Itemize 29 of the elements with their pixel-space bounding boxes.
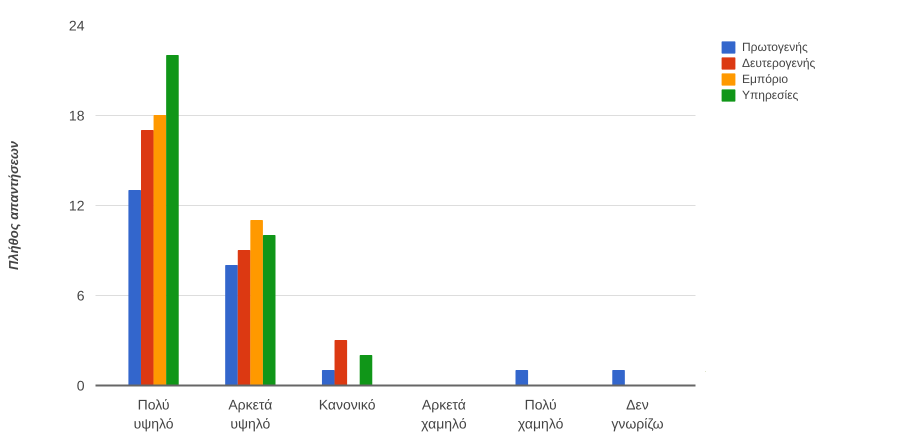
y-tick-label: 24 bbox=[68, 18, 85, 34]
x-tick-label: Δεν γνωρίζω bbox=[611, 396, 664, 432]
legend-label: Πρωτογενής bbox=[742, 40, 808, 54]
legend-label: Δευτερογενής bbox=[742, 56, 816, 70]
bar bbox=[166, 55, 179, 386]
y-tick-label: 12 bbox=[68, 198, 85, 214]
bar bbox=[322, 370, 335, 386]
bar bbox=[140, 130, 154, 386]
bar bbox=[334, 340, 348, 386]
bar bbox=[612, 370, 625, 386]
x-tick-label: Πολύ χαμηλό bbox=[518, 396, 564, 432]
x-tick-label: Πολύ υψηλό bbox=[134, 396, 174, 432]
bar bbox=[516, 370, 528, 386]
bar bbox=[154, 115, 166, 386]
y-tick-label: 0 bbox=[76, 378, 85, 394]
bar bbox=[360, 355, 372, 386]
legend-label: Υπηρεσίες bbox=[742, 88, 798, 102]
x-tick-label: Κανονικό bbox=[318, 396, 376, 412]
bar bbox=[250, 220, 263, 386]
x-tick-label: Αρκετά υψηλό bbox=[228, 396, 272, 432]
y-tick-label: 6 bbox=[76, 288, 85, 304]
bar bbox=[262, 235, 276, 386]
y-tick-label: 18 bbox=[68, 108, 85, 124]
bar bbox=[238, 250, 250, 386]
bar bbox=[225, 265, 238, 386]
x-tick-label: Αρκετά χαμηλό bbox=[421, 396, 467, 432]
legend-label: Εμπόριο bbox=[742, 72, 788, 86]
y-axis-title: Πλήθος απαντήσεων bbox=[6, 140, 21, 270]
bar bbox=[128, 190, 141, 386]
